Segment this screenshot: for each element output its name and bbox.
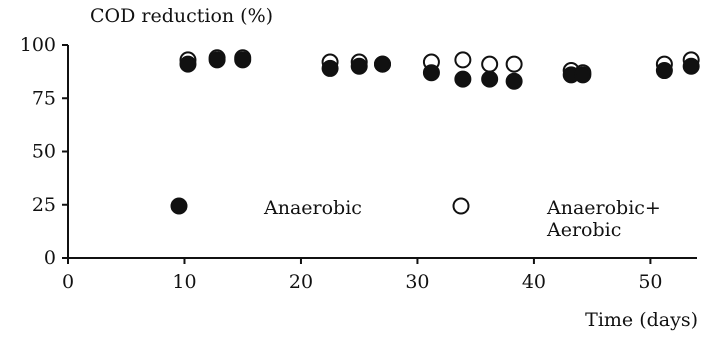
y-axis-label: COD reduction (%) (90, 5, 273, 27)
point-anaerobic (350, 57, 368, 75)
point-anaerobic (481, 70, 499, 88)
x-tick-label: 50 (638, 271, 662, 293)
point-anaerobic-aerobic (454, 51, 472, 69)
legend-label-aerobic: Aerobic (546, 219, 621, 241)
point-anaerobic (454, 70, 472, 88)
ticks: 0 25 50 75 100 0 10 20 30 40 50 (20, 34, 663, 293)
point-anaerobic (179, 55, 197, 73)
x-tick-label: 40 (522, 271, 546, 293)
legend-label-anaerobic-plus: Anaerobic+ (546, 197, 661, 219)
point-anaerobic (574, 66, 592, 84)
legend: Anaerobic Anaerobic+ Aerobic (170, 197, 661, 241)
legend-label-anaerobic: Anaerobic (263, 197, 362, 219)
x-tick-label: 10 (172, 271, 196, 293)
y-tick-label: 25 (32, 194, 56, 216)
legend-marker-anaerobic (170, 197, 188, 215)
y-tick-label: 0 (44, 247, 56, 269)
x-tick-label: 0 (62, 271, 74, 293)
y-tick-label: 75 (32, 87, 56, 109)
x-tick-label: 30 (405, 271, 429, 293)
legend-marker-anaerobic-aerobic (452, 197, 470, 215)
data-marks (179, 49, 700, 90)
point-anaerobic-aerobic (505, 55, 523, 73)
point-anaerobic (655, 62, 673, 80)
point-anaerobic (234, 51, 252, 69)
point-anaerobic (422, 64, 440, 82)
x-axis-label: Time (days) (585, 309, 698, 331)
x-tick-label: 20 (289, 271, 313, 293)
point-anaerobic (374, 55, 391, 73)
y-tick-label: 100 (20, 34, 56, 56)
point-anaerobic (505, 72, 523, 90)
point-anaerobic (682, 57, 700, 75)
y-tick-label: 50 (32, 141, 56, 163)
point-anaerobic (208, 51, 226, 69)
point-anaerobic-aerobic (481, 55, 499, 73)
point-anaerobic (321, 59, 339, 77)
